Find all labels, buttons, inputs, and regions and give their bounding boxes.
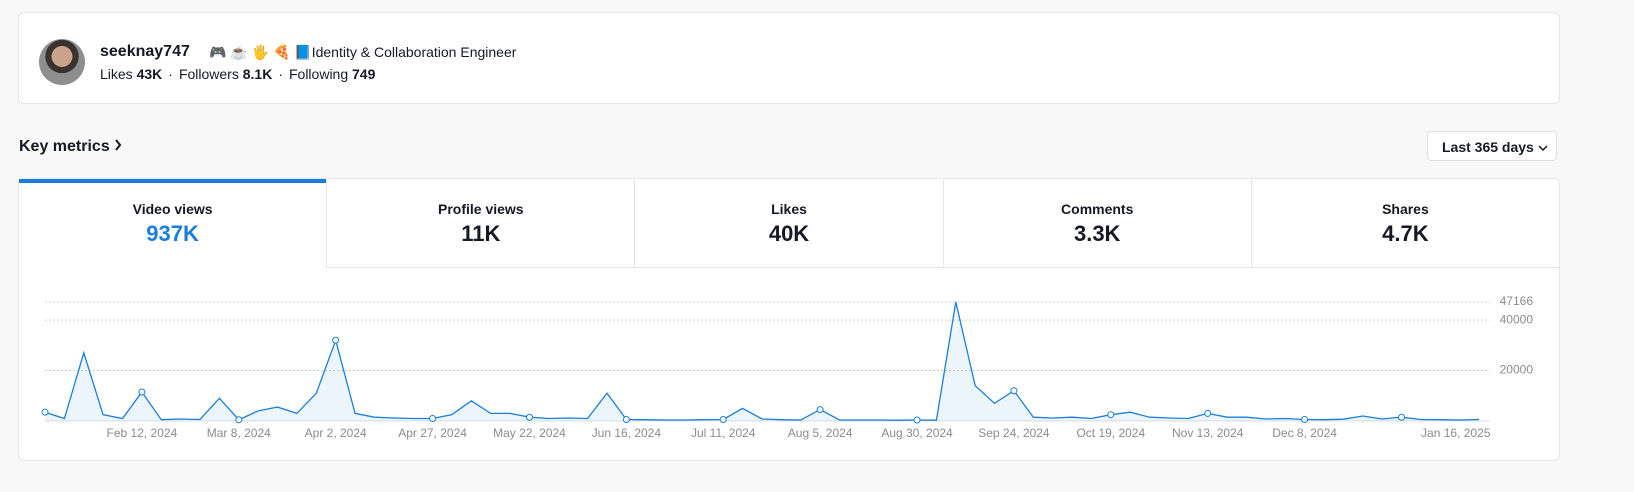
stat-value[interactable]: 43K — [136, 66, 163, 82]
tab-label[interactable]: Profile views — [438, 201, 524, 217]
tab-value[interactable]: 3.3K — [1073, 221, 1121, 246]
point-marker — [1107, 411, 1115, 419]
point-marker — [1204, 409, 1212, 417]
point-marker — [429, 414, 437, 422]
stat[interactable]: Following 749 — [272, 66, 375, 82]
metric-tab[interactable]: Shares 4.7K — [1250, 179, 1560, 268]
point-marker — [138, 388, 146, 396]
title-text[interactable]: Key metrics — [19, 138, 110, 155]
metric-tab[interactable]: Likes 40K — [634, 179, 943, 268]
tab-value[interactable]: 937K — [146, 221, 199, 246]
stat-label[interactable]: Followers — [178, 66, 239, 82]
point-marker — [525, 413, 533, 421]
metric-tab[interactable]: Video views 937K — [19, 179, 327, 268]
point-marker — [41, 408, 49, 416]
range-button[interactable]: Last 365 days — [1427, 131, 1557, 161]
x-tick-label: Jun 16, 2024 — [592, 426, 662, 440]
chevron — [115, 139, 122, 151]
tab-value[interactable]: 11K — [461, 221, 501, 246]
profile-card: seeknay747 🎮 ☕ 🖐 🍕 📘Identity & Collabora… — [18, 12, 1560, 104]
tab-label[interactable]: Video views — [132, 201, 213, 217]
tab-label[interactable]: Likes — [771, 201, 807, 217]
point-marker — [332, 336, 340, 344]
stat-value[interactable]: 749 — [352, 66, 376, 82]
x-tick-label: Dec 8, 2024 — [1272, 426, 1337, 440]
x-tick-label: Jan 16, 2025 — [1421, 426, 1491, 440]
point-marker — [1397, 413, 1405, 421]
point-marker — [1010, 387, 1018, 395]
chevron — [1538, 145, 1548, 152]
point-marker — [816, 406, 824, 414]
metrics-panel: Video views 937K Profile views 11K Likes 40K C… — [18, 178, 1560, 461]
tab-value[interactable]: 40K — [768, 221, 810, 246]
stat[interactable]: Followers 8.1K — [162, 66, 272, 82]
x-tick-label: Oct 19, 2024 — [1076, 426, 1145, 440]
stat-label[interactable]: Following — [288, 66, 349, 82]
x-tick-label: Sep 24, 2024 — [978, 426, 1050, 440]
x-tick-label: Apr 2, 2024 — [305, 426, 367, 440]
x-tick-label: Mar 8, 2024 — [207, 426, 271, 440]
x-tick-label: Jul 11, 2024 — [691, 426, 756, 440]
y-tick-label: 40000 — [1500, 312, 1534, 326]
y-tick-label: 47166 — [1500, 294, 1534, 308]
range-text[interactable]: Last 365 days — [1442, 139, 1534, 155]
point-marker — [719, 415, 727, 423]
tab-value[interactable]: 4.7K — [1382, 221, 1429, 246]
metric-tab[interactable]: Profile views 11K — [326, 179, 635, 268]
tabs: Video views 937K Profile views 11K Likes 40K C… — [19, 179, 1560, 268]
x-tick-label: May 22, 2024 — [493, 426, 566, 440]
point-marker — [913, 416, 921, 424]
x-tick-label: Nov 13, 2024 — [1172, 426, 1244, 440]
tab-label[interactable]: Shares — [1382, 201, 1429, 217]
bio: 🎮 ☕ 🖐 🍕 📘Identity & Collaboration Engine… — [209, 44, 517, 60]
x-tick-label: Feb 12, 2024 — [107, 426, 178, 440]
stat-value[interactable]: 8.1K — [242, 66, 273, 82]
x-tick-label: Apr 27, 2024 — [398, 426, 467, 440]
stat[interactable]: Likes 43K — [100, 66, 162, 82]
stats: Likes 43KFollowers 8.1KFollowing 749 — [100, 66, 375, 82]
username[interactable]: seeknay747 — [100, 43, 190, 60]
area — [45, 302, 1479, 421]
point-marker — [622, 415, 630, 423]
point-marker — [235, 416, 243, 424]
key-metrics-title[interactable]: Key metrics — [19, 138, 122, 156]
avatar[interactable] — [39, 39, 85, 85]
line — [44, 301, 1480, 421]
point-marker — [1301, 415, 1309, 423]
y-tick-label: 20000 — [1500, 363, 1534, 377]
metric-tab[interactable]: Comments 3.3K — [942, 179, 1251, 268]
tab-label[interactable]: Comments — [1061, 201, 1134, 217]
x-tick-label: Aug 5, 2024 — [788, 426, 853, 440]
stat-label[interactable]: Likes — [100, 66, 133, 82]
x-tick-label: Aug 30, 2024 — [881, 426, 953, 440]
